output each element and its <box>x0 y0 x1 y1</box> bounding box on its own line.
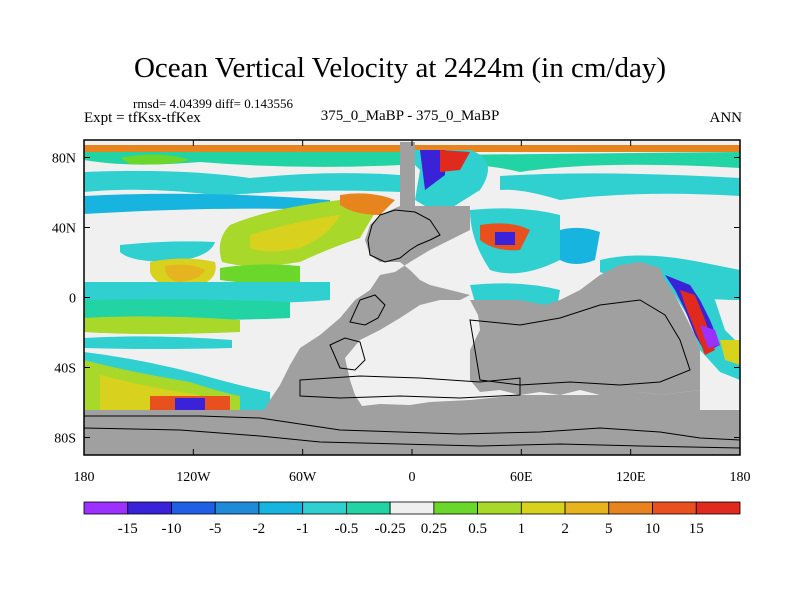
north-atlantic-yellow <box>250 215 340 252</box>
colorbar-label: 10 <box>645 521 660 537</box>
colorbar-swatch <box>214 501 260 515</box>
colorbar-swatch <box>83 501 129 515</box>
colorbar-label: 5 <box>605 521 613 537</box>
y-tick-label: 80S <box>54 432 76 447</box>
x-tick-label: 180 <box>74 470 95 485</box>
x-tick-label: 120E <box>616 470 646 485</box>
y-tick-label: 80N <box>52 152 76 167</box>
colorbar-swatch <box>477 501 522 515</box>
experiment-label: Expt = tfKsx-tfKex <box>84 110 201 126</box>
north-pacific-cyan <box>120 241 215 262</box>
difference-label: 375_0_MaBP - 375_0_MaBP <box>320 108 500 124</box>
axis-ticks: 180 120W 60W 0 60E 120E 180 80N 40N 0 40S 80S <box>52 140 751 485</box>
colorbar-swatch <box>433 501 479 515</box>
southern-blue-strip <box>175 398 205 410</box>
colorbar-label: -0.25 <box>375 521 406 537</box>
x-tick-label: 0 <box>409 470 416 485</box>
arctic-east-band <box>440 152 740 172</box>
colorbar-label: 2 <box>561 521 569 537</box>
equatorial-teal-band <box>84 299 290 320</box>
coastline-outlines <box>84 209 740 449</box>
colorbar-label: 1 <box>518 521 526 537</box>
north-blue-band <box>84 193 330 214</box>
north-atlantic-channel-red <box>440 150 470 172</box>
colorbar-swatch <box>127 501 172 515</box>
colorbar-label: -1 <box>296 521 309 537</box>
anomaly-patches <box>84 145 740 410</box>
chart-title: Ocean Vertical Velocity at 2424m (in cm/… <box>133 52 667 84</box>
x-tick-label: 120W <box>176 470 211 485</box>
equatorial-green-band <box>84 316 240 334</box>
north-atlantic-orange <box>340 193 395 215</box>
colorbar-label: -0.5 <box>335 521 359 537</box>
colorbar-label: -5 <box>209 521 222 537</box>
colorbar-swatch <box>608 501 653 515</box>
mediterranean-blue <box>495 232 515 245</box>
rmsd-stats: rmsd= 4.04399 diff= 0.143556 <box>133 96 293 111</box>
colorbar-label: 0.5 <box>468 521 487 537</box>
north-pacific-orange <box>165 264 205 282</box>
south-equatorial-cyan <box>84 336 232 349</box>
north-east-cyan-band <box>500 173 740 200</box>
colorbar-label: -2 <box>253 521 266 537</box>
y-tick-label: 0 <box>69 292 76 307</box>
y-tick-label: 40S <box>54 362 76 377</box>
x-tick-label: 60W <box>289 470 317 485</box>
eastern-boundary-yellow <box>720 340 740 365</box>
colorbar-swatch <box>520 501 566 515</box>
colorbar-swatch <box>389 501 435 515</box>
north-atlantic-channel-blue <box>420 150 445 190</box>
colorbar-label: 0.25 <box>421 521 447 537</box>
colorbar-label: -10 <box>161 521 181 537</box>
eastern-boundary-purple <box>700 325 720 348</box>
season-label: ANN <box>709 110 743 126</box>
eastern-continent <box>470 262 700 395</box>
north-atlantic-channel-cyan <box>400 150 488 215</box>
arctic-land-strip <box>400 142 415 206</box>
colorbar-label: 15 <box>689 521 704 537</box>
colorbar-swatch <box>564 501 610 515</box>
colorbar-swatch <box>302 501 347 515</box>
tethys-blue <box>560 227 600 264</box>
map-field <box>84 140 740 455</box>
north-pacific-cyan-band <box>84 170 400 196</box>
equatorial-cyan-band <box>84 282 330 303</box>
colorbar-label: -15 <box>118 521 138 537</box>
colorbar-swatch <box>171 501 216 515</box>
colorbar-swatch <box>695 501 741 515</box>
y-tick-label: 40N <box>52 222 76 237</box>
x-tick-label: 180 <box>730 470 751 485</box>
arctic-green-patch <box>120 154 190 165</box>
colorbar-swatch <box>345 501 391 515</box>
colorbar-swatch <box>258 501 304 515</box>
colorbar: -15 -10 -5 -2 -1 -0.5 -0.25 0.25 0.5 1 2 5 10 15 <box>83 501 741 537</box>
colorbar-swatch <box>652 501 697 515</box>
north-central-green <box>220 264 300 284</box>
x-tick-label: 60E <box>510 470 533 485</box>
